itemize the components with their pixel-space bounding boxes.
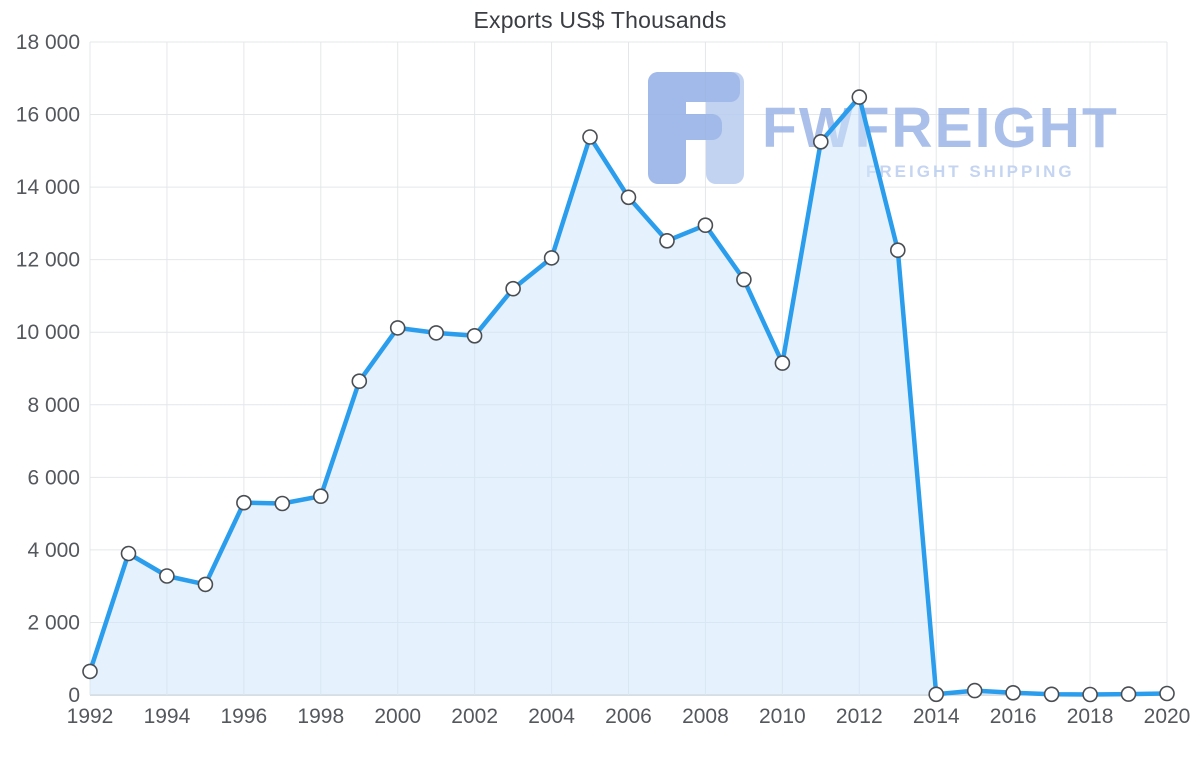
x-axis-label: 2020 (1144, 705, 1191, 728)
x-axis-label: 1996 (220, 705, 267, 728)
x-axis-label: 2008 (682, 705, 729, 728)
chart-title: Exports US$ Thousands (473, 7, 727, 33)
x-axis-label: 2018 (1067, 705, 1114, 728)
data-point-marker[interactable] (197, 576, 214, 593)
x-axis-label: 1992 (67, 705, 114, 728)
data-point-marker[interactable] (274, 495, 291, 512)
data-point-marker[interactable] (543, 250, 560, 266)
data-point-marker[interactable] (120, 545, 137, 562)
exports-area-fill (90, 97, 1167, 696)
x-axis-label: 2000 (374, 705, 421, 728)
data-point-marker[interactable] (582, 129, 598, 145)
data-point-marker[interactable] (966, 682, 983, 699)
x-axis-label: 2010 (759, 705, 806, 728)
data-point-marker[interactable] (851, 89, 868, 105)
y-axis-label: 6 000 (27, 466, 80, 489)
data-point-marker[interactable] (1120, 686, 1137, 702)
y-axis-label: 4 000 (27, 539, 80, 562)
x-axis-label: 2014 (913, 705, 960, 728)
data-point-marker[interactable] (1082, 686, 1098, 703)
data-point-marker[interactable] (889, 242, 906, 258)
data-point-marker[interactable] (620, 189, 637, 206)
x-axis-label: 2016 (990, 705, 1037, 728)
watermark-brand-text: FWFREIGHT (762, 96, 1119, 160)
data-point-marker[interactable] (505, 280, 521, 297)
x-axis-label: 2002 (451, 705, 498, 728)
data-point-marker[interactable] (159, 568, 175, 584)
fwfreight-watermark: FWFREIGHT FREIGHT SHIPPING (648, 72, 1119, 184)
data-point-marker[interactable] (1159, 685, 1175, 702)
fwfreight-logo-icon (648, 72, 744, 184)
x-axis-label: 1994 (144, 705, 191, 728)
data-point-marker[interactable] (236, 494, 252, 511)
y-axis-label: 16 000 (16, 104, 80, 127)
watermark-tagline-text: FREIGHT SHIPPING (866, 162, 1075, 181)
y-axis-label: 10 000 (16, 321, 80, 344)
data-point-marker[interactable] (466, 327, 483, 344)
y-axis-label: 2 000 (27, 611, 80, 634)
data-point-marker[interactable] (1005, 684, 1021, 701)
data-point-marker[interactable] (351, 373, 368, 390)
y-axis-label: 12 000 (16, 249, 80, 272)
data-point-marker[interactable] (428, 325, 445, 341)
data-point-marker[interactable] (389, 320, 406, 336)
data-point-marker[interactable] (312, 488, 329, 505)
y-axis-label: 8 000 (27, 394, 80, 417)
y-axis-label: 0 (68, 684, 80, 707)
data-point-marker[interactable] (697, 217, 714, 233)
data-point-marker[interactable] (659, 233, 675, 249)
data-point-marker[interactable] (774, 355, 791, 371)
x-axis-label: 2006 (605, 705, 652, 728)
y-axis-label: 18 000 (16, 31, 80, 54)
y-axis-label: 14 000 (16, 176, 80, 199)
data-point-marker[interactable] (812, 134, 829, 150)
data-point-marker[interactable] (736, 271, 752, 288)
data-point-marker[interactable] (928, 686, 945, 703)
data-point-marker[interactable] (82, 663, 98, 680)
x-axis-label: 1998 (297, 705, 344, 728)
x-axis-label: 2012 (836, 705, 883, 728)
x-axis-label: 2004 (528, 705, 575, 728)
data-point-marker[interactable] (1043, 686, 1060, 703)
